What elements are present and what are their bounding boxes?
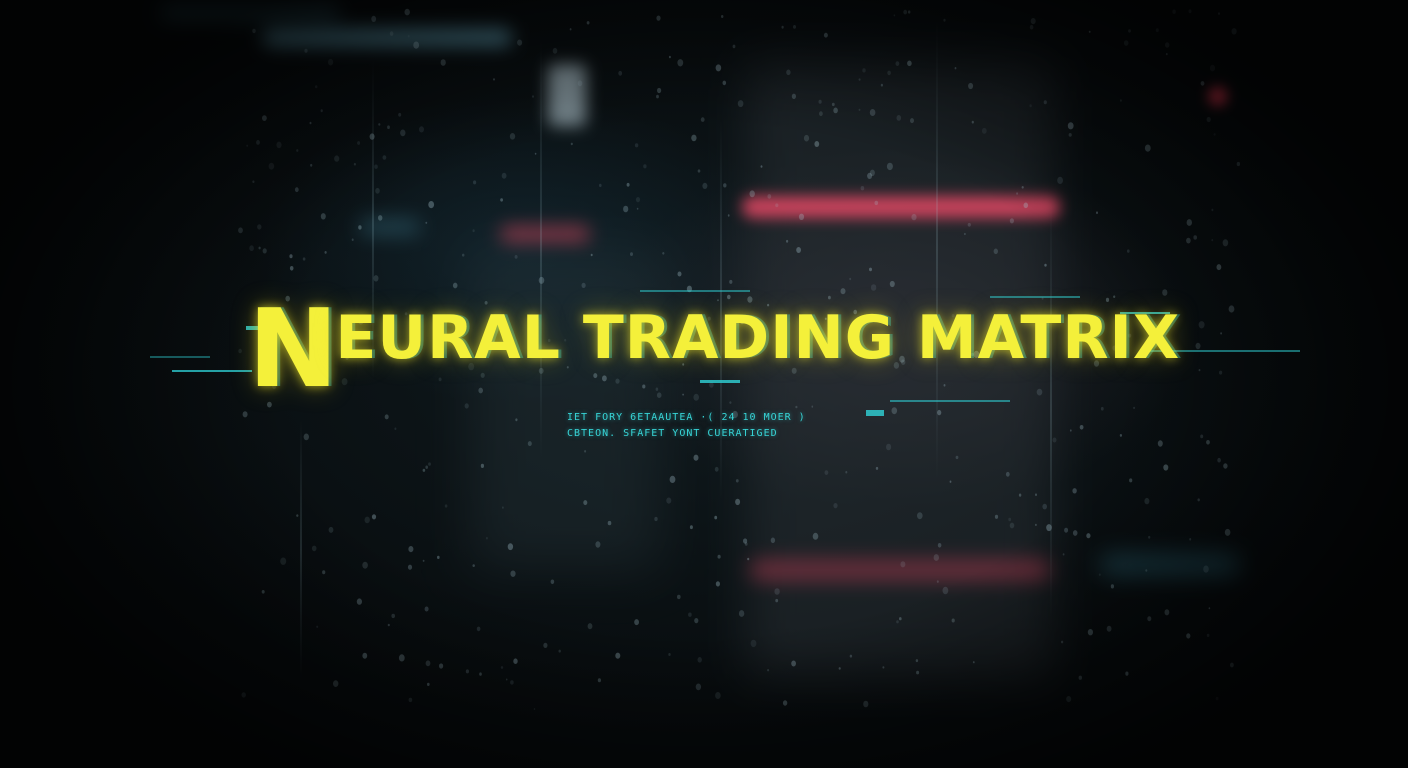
glitch-line (1140, 350, 1300, 352)
glitch-line (172, 370, 252, 372)
title-text: EURAL TRADING MATRIX (335, 303, 1181, 373)
glitch-line (990, 296, 1080, 298)
subtitle-line-1: IET FORY 6ETAAUTEA ·( 24 10 MOER ) (567, 412, 806, 423)
glitch-line (640, 290, 750, 292)
glitch-line (150, 356, 210, 358)
main-title: NEURAL TRADING MATRIX (248, 296, 1180, 404)
glitch-block (246, 326, 268, 330)
glitch-line (1120, 312, 1170, 314)
subtitle-line-2: CBTEON. SFAFET YONT CUERATIGED (567, 428, 778, 439)
title-initial: N (248, 287, 340, 412)
glitch-line (890, 400, 1010, 402)
glitch-block (866, 410, 884, 416)
glitch-block (700, 380, 740, 383)
